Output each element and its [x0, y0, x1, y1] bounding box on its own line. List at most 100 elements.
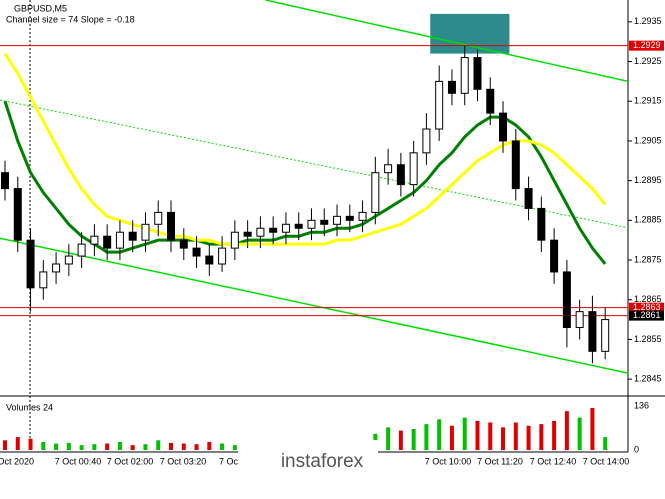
level-label: 1.2863: [633, 302, 661, 312]
candle-body: [294, 223, 303, 229]
candle-body: [281, 223, 290, 233]
volume-tick-label: 0: [634, 444, 639, 454]
volume-bar: [181, 443, 186, 450]
candle-body: [371, 172, 380, 213]
volume-bar: [539, 424, 544, 450]
moving-average: [3, 52, 607, 246]
volume-title: Volumes 24: [6, 402, 53, 412]
candle-body: [13, 188, 22, 241]
candle-body: [588, 311, 597, 352]
candle-body: [218, 247, 227, 265]
x-tick-label: 7 Oct 14:00: [583, 456, 630, 466]
candle-body: [115, 231, 124, 249]
candle-body: [601, 319, 610, 352]
candle-body: [128, 231, 137, 241]
candle-body: [269, 227, 278, 233]
level-label-box: [629, 40, 664, 51]
candle-body: [550, 239, 559, 273]
x-tick-label: 7 Oct 00:40: [55, 456, 102, 466]
y-tick-label: 1.2855: [634, 334, 662, 344]
volume-bar: [564, 411, 569, 450]
candle-body: [358, 211, 367, 221]
volume-bar: [41, 441, 46, 450]
candle-body: [384, 164, 393, 174]
candle-body: [154, 211, 163, 225]
volume-bar: [577, 417, 582, 450]
zone: [430, 13, 510, 54]
candle-body: [473, 57, 482, 90]
volume-tick-label: 136: [634, 400, 649, 410]
candle-body: [90, 235, 99, 245]
y-tick-label: 1.2875: [634, 254, 662, 264]
candle-body: [179, 239, 188, 249]
x-tick-label: 7 Oct 02:00: [107, 456, 154, 466]
candle-body: [575, 311, 584, 329]
candle-body: [537, 207, 546, 241]
candle-body: [447, 80, 456, 94]
y-tick-label: 1.2895: [634, 175, 662, 185]
y-tick-label: 1.2935: [634, 16, 662, 26]
y-tick-label: 1.2865: [634, 294, 662, 304]
x-tick-label: 7 Oct 03:20: [160, 456, 207, 466]
volume-bar: [501, 427, 506, 450]
logo-box: [238, 440, 378, 482]
volume-bar: [462, 417, 467, 450]
current-label: 1.2861: [633, 310, 661, 320]
volume-bar: [3, 440, 7, 450]
volume-bar: [169, 442, 174, 450]
volume-bar: [28, 438, 33, 450]
volume-bar: [54, 443, 59, 450]
y-tick-label: 1.2885: [634, 215, 662, 225]
candle-body: [1, 172, 9, 190]
y-tick-label: 1.2915: [634, 96, 662, 106]
candle-body: [320, 219, 329, 225]
candle-body: [141, 223, 150, 241]
volume-bar: [424, 424, 429, 450]
volume-bar: [220, 443, 225, 450]
candle-body: [52, 263, 61, 273]
volume-bar: [105, 443, 110, 450]
level-label: 1.2929: [633, 40, 661, 50]
plot: [0, 0, 628, 374]
candle-body: [26, 239, 35, 289]
volume-bar: [194, 444, 199, 450]
volume-bar: [475, 420, 480, 450]
x-tick-label: 6 Oct 2020: [0, 456, 34, 466]
candle-body: [435, 80, 444, 130]
candle-body: [409, 152, 418, 186]
volume-bar: [15, 437, 20, 450]
channel-line: [0, 237, 628, 374]
volume-bar: [143, 444, 148, 450]
volume-bar: [156, 440, 161, 450]
candle-body: [562, 271, 571, 329]
x-tick-label: 7 Oct 11:20: [477, 456, 523, 466]
volume-bar: [92, 444, 97, 450]
candle-body: [524, 188, 533, 209]
candle-body: [205, 255, 214, 265]
candle-body: [422, 128, 431, 154]
candle-body: [486, 88, 495, 114]
candle-body: [511, 140, 520, 190]
candle-body: [64, 255, 73, 265]
y-tick-label: 1.2925: [634, 56, 662, 66]
volume-bar: [449, 425, 454, 450]
volume-bar: [552, 420, 557, 450]
chart-subtitle: Channel size = 74 Slope = -0.18: [6, 14, 135, 24]
x-tick-label: 7 Oct 04: [219, 456, 253, 466]
candle-body: [307, 219, 316, 229]
volume-bar: [66, 442, 71, 450]
candle-body: [192, 247, 201, 257]
x-tick-label: 7 Oct 10:00: [425, 456, 472, 466]
candle-body: [167, 211, 176, 241]
candle-body: [460, 57, 469, 94]
candle-body: [77, 243, 86, 257]
volume-bar: [79, 445, 84, 450]
volume-bar: [603, 437, 608, 450]
y-tick-label: 1.2905: [634, 135, 662, 145]
volume-bar: [386, 427, 391, 450]
current-label-box: [629, 310, 664, 321]
candle-body: [333, 215, 342, 225]
volume-bar: [513, 422, 518, 450]
volume-bar: [117, 441, 122, 450]
